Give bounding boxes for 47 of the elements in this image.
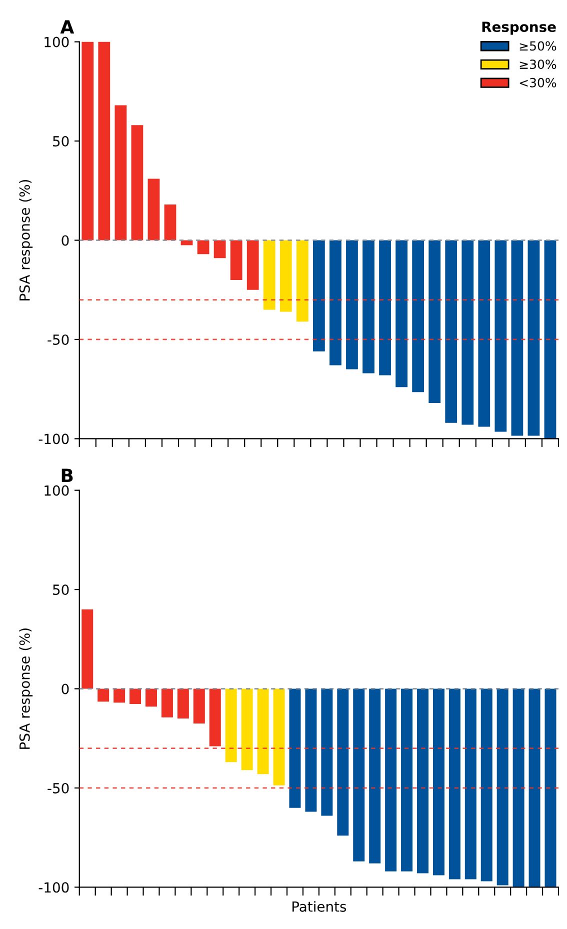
bar	[346, 240, 358, 370]
bar	[478, 240, 490, 427]
bar	[396, 240, 408, 388]
y-axis-title: PSA response (%)	[19, 180, 33, 300]
bar	[280, 240, 292, 312]
y-tick-label: -50	[48, 334, 69, 345]
bar	[197, 240, 210, 254]
chart-title: A	[60, 20, 74, 34]
bar	[230, 240, 242, 280]
y-tick-label: 0	[62, 235, 69, 246]
y-tick-label: 100	[44, 36, 69, 48]
bar	[263, 240, 276, 310]
bar	[296, 240, 308, 322]
y-tick-label: 100	[44, 485, 69, 496]
bar	[246, 240, 259, 290]
bar	[445, 240, 458, 423]
bar	[362, 240, 374, 374]
x-axis-title: Patients	[292, 901, 346, 912]
bar	[544, 240, 556, 439]
bar	[114, 105, 127, 240]
bar	[98, 42, 110, 240]
chart-title: B	[62, 468, 73, 482]
bar	[528, 240, 540, 436]
legend-title: Response	[482, 22, 556, 35]
bar	[379, 240, 391, 376]
bar	[412, 240, 424, 392]
legend-label: <30%	[520, 78, 556, 88]
y-tick-label: 50	[53, 136, 69, 147]
bar	[131, 125, 144, 240]
bar	[214, 240, 226, 258]
y-tick-label: 0	[62, 684, 69, 694]
bar	[82, 42, 94, 240]
y-axis-title: PSA response (%)	[19, 628, 33, 749]
bar	[462, 240, 474, 425]
bar	[494, 240, 507, 432]
y-tick-label: -100	[38, 434, 69, 444]
bar	[428, 240, 441, 403]
y-tick-label: 50	[53, 584, 69, 595]
legend-label: ≥30%	[520, 60, 556, 70]
bar	[511, 240, 524, 436]
bar	[312, 240, 325, 352]
bar	[148, 178, 160, 240]
legend-label: ≥50%	[520, 41, 556, 51]
y-tick-label: -100	[38, 882, 69, 893]
bar	[164, 204, 176, 240]
y-tick-label: -50	[48, 782, 69, 794]
bar	[330, 240, 342, 366]
